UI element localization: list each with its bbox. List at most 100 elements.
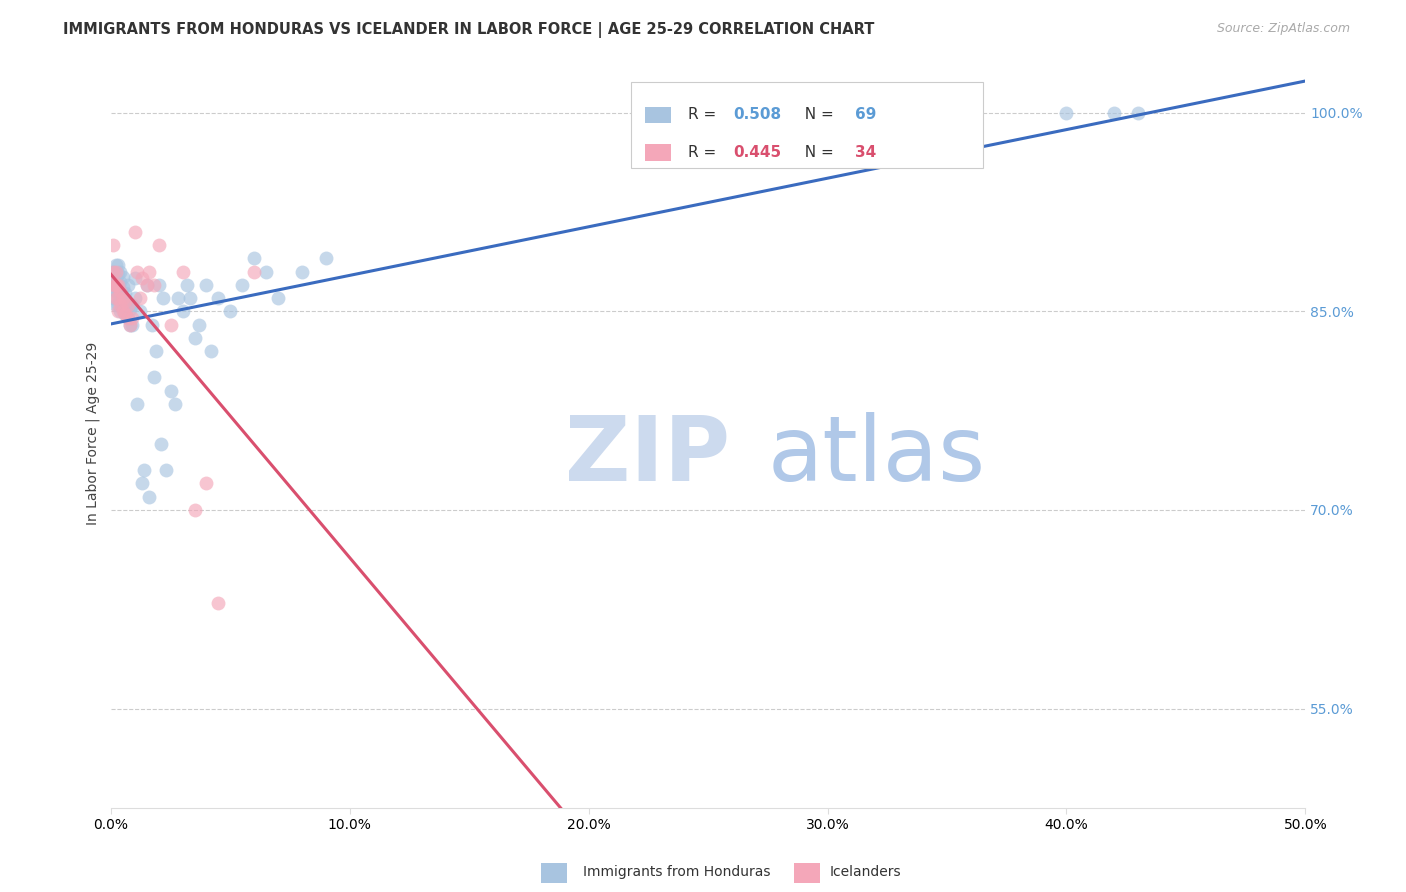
Text: Immigrants from Honduras: Immigrants from Honduras — [583, 865, 770, 880]
Text: 0.445: 0.445 — [734, 145, 782, 161]
Text: ZIP: ZIP — [565, 412, 730, 500]
Icelanders — [121, 310, 143, 325]
Icelanders — [195, 476, 218, 491]
Immigrants from Honduras — [114, 307, 136, 321]
Immigrants from Honduras — [165, 397, 187, 411]
Immigrants from Honduras — [107, 277, 129, 292]
Icelanders — [183, 503, 205, 517]
Icelanders — [207, 596, 229, 610]
Icelanders — [110, 285, 132, 299]
Immigrants from Honduras — [219, 304, 242, 318]
Immigrants from Honduras — [104, 271, 127, 285]
Immigrants from Honduras — [117, 310, 139, 325]
Immigrants from Honduras — [117, 301, 139, 315]
Immigrants from Honduras — [166, 291, 188, 305]
Icelanders — [104, 264, 127, 278]
Immigrants from Honduras — [118, 301, 141, 316]
Text: IMMIGRANTS FROM HONDURAS VS ICELANDER IN LABOR FORCE | AGE 25-29 CORRELATION CHA: IMMIGRANTS FROM HONDURAS VS ICELANDER IN… — [63, 22, 875, 38]
Text: R =: R = — [688, 145, 721, 161]
Text: 69: 69 — [855, 107, 876, 122]
Text: 34: 34 — [855, 145, 876, 161]
Immigrants from Honduras — [188, 318, 211, 332]
Icelanders — [110, 298, 132, 312]
Immigrants from Honduras — [150, 436, 173, 450]
Icelanders — [159, 318, 181, 332]
Immigrants from Honduras — [111, 269, 134, 284]
Immigrants from Honduras — [195, 277, 218, 292]
Immigrants from Honduras — [179, 291, 201, 305]
Icelanders — [243, 264, 266, 278]
Icelanders — [124, 225, 146, 239]
Icelanders — [131, 271, 153, 285]
Text: Icelanders: Icelanders — [830, 865, 901, 880]
Immigrants from Honduras — [104, 277, 127, 292]
Icelanders — [103, 238, 125, 252]
Immigrants from Honduras — [1056, 105, 1078, 120]
Icelanders — [107, 277, 129, 292]
Immigrants from Honduras — [128, 304, 150, 318]
Immigrants from Honduras — [104, 285, 127, 299]
Immigrants from Honduras — [110, 285, 132, 299]
Icelanders — [103, 264, 125, 278]
Immigrants from Honduras — [124, 291, 146, 305]
Immigrants from Honduras — [121, 298, 143, 312]
Icelanders — [135, 277, 157, 292]
Immigrants from Honduras — [291, 264, 314, 278]
Immigrants from Honduras — [107, 298, 129, 312]
Icelanders — [104, 291, 127, 305]
Immigrants from Honduras — [148, 277, 170, 292]
Icelanders — [103, 277, 125, 292]
FancyBboxPatch shape — [645, 106, 671, 123]
Immigrants from Honduras — [267, 291, 290, 305]
Immigrants from Honduras — [254, 264, 277, 278]
Immigrants from Honduras — [159, 384, 181, 398]
Immigrants from Honduras — [145, 344, 167, 359]
Immigrants from Honduras — [135, 277, 157, 292]
Text: N =: N = — [796, 107, 839, 122]
Icelanders — [107, 304, 129, 318]
Text: atlas: atlas — [768, 412, 986, 500]
Icelanders — [107, 291, 129, 305]
Y-axis label: In Labor Force | Age 25-29: In Labor Force | Age 25-29 — [86, 343, 100, 525]
FancyBboxPatch shape — [645, 145, 671, 161]
Icelanders — [111, 304, 134, 318]
Icelanders — [128, 291, 150, 305]
Immigrants from Honduras — [110, 293, 132, 308]
Icelanders — [104, 277, 127, 292]
Icelanders — [127, 264, 149, 278]
Immigrants from Honduras — [111, 280, 134, 294]
Icelanders — [117, 310, 139, 325]
Immigrants from Honduras — [142, 370, 165, 384]
Immigrants from Honduras — [107, 258, 129, 272]
Text: N =: N = — [796, 145, 839, 161]
Immigrants from Honduras — [200, 344, 222, 359]
Icelanders — [148, 238, 170, 252]
Icelanders — [117, 298, 139, 312]
Icelanders — [118, 318, 141, 332]
Immigrants from Honduras — [207, 291, 229, 305]
Immigrants from Honduras — [104, 258, 127, 272]
Immigrants from Honduras — [121, 318, 143, 332]
Immigrants from Honduras — [107, 267, 129, 281]
Icelanders — [172, 264, 194, 278]
Immigrants from Honduras — [124, 271, 146, 285]
Immigrants from Honduras — [243, 252, 266, 266]
Immigrants from Honduras — [155, 463, 177, 477]
Icelanders — [114, 307, 136, 321]
Immigrants from Honduras — [315, 252, 337, 266]
Icelanders — [142, 277, 165, 292]
Immigrants from Honduras — [107, 277, 129, 292]
Immigrants from Honduras — [1128, 105, 1150, 120]
Immigrants from Honduras — [103, 264, 125, 278]
Immigrants from Honduras — [117, 277, 139, 292]
Immigrants from Honduras — [111, 301, 134, 316]
Immigrants from Honduras — [110, 264, 132, 278]
Immigrants from Honduras — [176, 277, 198, 292]
Immigrants from Honduras — [172, 304, 194, 318]
Icelanders — [104, 277, 127, 292]
Immigrants from Honduras — [118, 318, 141, 332]
Immigrants from Honduras — [103, 277, 125, 292]
Immigrants from Honduras — [110, 304, 132, 318]
Immigrants from Honduras — [104, 298, 127, 312]
Immigrants from Honduras — [114, 285, 136, 300]
